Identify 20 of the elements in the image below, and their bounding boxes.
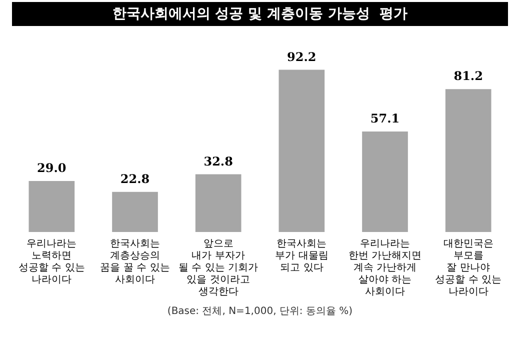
chart-title: 한국사회에서의 성공 및 계층이동 가능성 평가 bbox=[12, 2, 508, 26]
bar bbox=[445, 89, 492, 232]
bar bbox=[278, 70, 325, 232]
x-tick-label: 대한민국은 부모를 잘 만나야 성공할 수 있는 나라이다 bbox=[435, 238, 502, 298]
data-label: 57.1 bbox=[370, 112, 400, 126]
bar bbox=[362, 132, 408, 232]
data-label: 29.0 bbox=[37, 161, 66, 176]
x-tick-label: 한국사회는 계층상승의 꿈을 꿀 수 있는 사회이다 bbox=[100, 238, 170, 286]
bar bbox=[28, 180, 75, 232]
x-tick-label: 한국사회는 부가 대물림 되고 있다 bbox=[275, 238, 328, 274]
x-tick-label: 앞으로 내가 부자가 될 수 있는 기회가 있을 것이라고 생각한다 bbox=[178, 238, 258, 298]
data-label: 81.2 bbox=[454, 69, 483, 84]
x-tick-label: 우리나라는 한번 가난해지면 계속 가난하게 살아야 하는 사회이다 bbox=[348, 238, 422, 298]
bar bbox=[195, 174, 242, 232]
x-tick-label: 우리나라는 노력하면 성공할 수 있는 나라이다 bbox=[18, 238, 85, 286]
bar bbox=[112, 192, 158, 232]
data-label: 22.8 bbox=[120, 172, 150, 186]
data-label: 32.8 bbox=[204, 154, 233, 168]
text: (Base: 전체, N=1,000, 단위: 동의율 %) bbox=[166, 305, 354, 318]
data-label: 92.2 bbox=[287, 50, 316, 64]
